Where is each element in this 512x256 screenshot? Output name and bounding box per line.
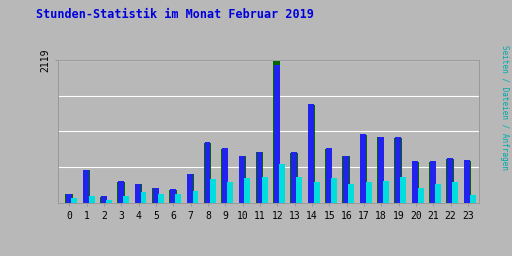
Bar <box>377 137 385 203</box>
Bar <box>412 161 418 203</box>
Bar <box>429 162 436 203</box>
Bar <box>274 65 280 203</box>
Text: Seiten / Dateien / Anfragen: Seiten / Dateien / Anfragen <box>500 45 509 170</box>
Bar <box>446 159 454 203</box>
Bar <box>326 148 332 203</box>
Bar <box>366 182 372 203</box>
Bar <box>117 182 124 203</box>
Bar <box>464 160 470 203</box>
Bar <box>395 137 401 203</box>
Bar <box>175 195 181 203</box>
Bar <box>186 174 194 203</box>
Bar <box>89 196 95 203</box>
Bar <box>314 182 319 203</box>
Bar <box>227 182 233 203</box>
Bar <box>343 156 350 203</box>
Bar <box>71 198 77 203</box>
Bar <box>187 174 193 203</box>
Bar <box>244 178 250 203</box>
Bar <box>256 152 263 203</box>
Bar <box>66 195 73 203</box>
Bar <box>82 170 90 203</box>
Bar <box>447 158 453 203</box>
Bar <box>279 164 285 203</box>
Bar <box>418 188 423 203</box>
Bar <box>153 188 159 203</box>
Bar <box>193 191 199 203</box>
Bar <box>308 104 314 203</box>
Bar <box>123 196 129 203</box>
Bar <box>170 189 176 203</box>
Bar <box>135 184 141 203</box>
Bar <box>394 138 401 203</box>
Bar <box>262 177 268 203</box>
Bar <box>222 148 228 203</box>
Bar <box>239 156 245 203</box>
Bar <box>152 188 159 203</box>
Bar <box>348 184 354 203</box>
Text: Stunden-Statistik im Monat Februar 2019: Stunden-Statistik im Monat Februar 2019 <box>36 8 314 21</box>
Bar <box>308 105 315 203</box>
Bar <box>204 143 211 203</box>
Bar <box>435 184 441 203</box>
Bar <box>383 181 389 203</box>
Bar <box>360 135 367 203</box>
Bar <box>100 197 107 203</box>
Bar <box>141 192 146 203</box>
Bar <box>273 61 281 203</box>
Bar <box>412 162 419 203</box>
Bar <box>221 149 228 203</box>
Bar <box>239 156 246 203</box>
Bar <box>331 178 337 203</box>
Bar <box>464 161 471 203</box>
Bar <box>360 134 367 203</box>
Bar <box>101 196 106 203</box>
Bar <box>291 152 297 203</box>
Bar <box>325 149 332 203</box>
Bar <box>135 184 142 203</box>
Bar <box>452 182 458 203</box>
Bar <box>470 195 476 203</box>
Bar <box>210 179 216 203</box>
Bar <box>158 194 164 203</box>
Bar <box>205 142 210 203</box>
Bar <box>430 161 436 203</box>
Bar <box>83 170 89 203</box>
Bar <box>290 153 298 203</box>
Bar <box>169 190 177 203</box>
Bar <box>66 194 72 203</box>
Bar <box>106 200 112 203</box>
Bar <box>296 177 303 203</box>
Bar <box>118 181 124 203</box>
Bar <box>400 177 406 203</box>
Bar <box>378 137 383 203</box>
Bar <box>343 156 349 203</box>
Bar <box>257 152 263 203</box>
